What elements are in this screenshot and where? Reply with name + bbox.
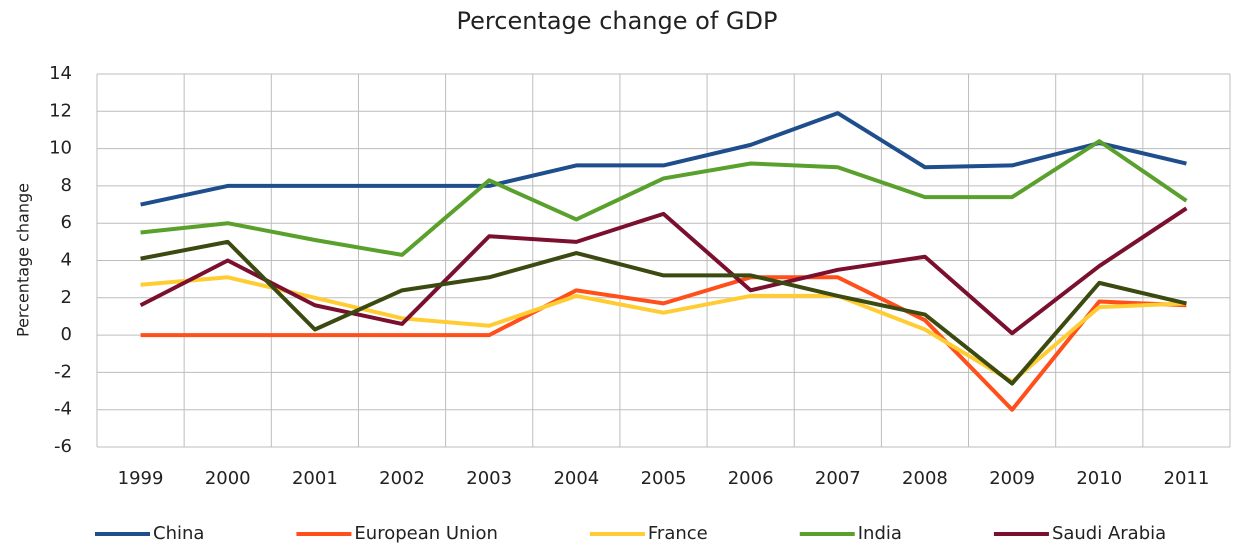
x-tick-label: 2000: [205, 468, 251, 489]
x-tick-label: 2011: [1164, 468, 1210, 489]
y-tick-label: 10: [49, 138, 72, 159]
x-tick-label: 2006: [728, 468, 774, 489]
x-tick-label: 2007: [815, 468, 861, 489]
x-tick-label: 2001: [292, 468, 338, 489]
legend-label: Saudi Arabia: [1052, 523, 1166, 544]
y-axis-label: Percentage change: [14, 183, 33, 337]
y-tick-label: 12: [49, 100, 72, 121]
series-line: [139, 206, 1188, 336]
x-tick-label: 2009: [989, 468, 1035, 489]
series-line: [140, 139, 1188, 257]
series-line: [140, 239, 1187, 386]
chart-title: Percentage change of GDP: [457, 7, 778, 35]
legend-label: India: [858, 523, 902, 544]
x-tick-label: 2010: [1076, 468, 1122, 489]
x-tick-label: 1999: [118, 468, 164, 489]
y-tick-label: -6: [54, 436, 72, 457]
y-tick-label: -2: [54, 361, 72, 382]
legend-label: European Union: [354, 523, 497, 544]
y-tick-label: 6: [61, 212, 72, 233]
series-line: [140, 111, 1187, 207]
x-tick-label: 2003: [466, 468, 512, 489]
legend-label: China: [153, 523, 204, 544]
x-tick-label: 2005: [641, 468, 687, 489]
x-tick-label: 2004: [553, 468, 599, 489]
y-tick-label: -4: [54, 399, 72, 420]
y-tick-label: 0: [61, 324, 72, 345]
x-tick-label: 2002: [379, 468, 425, 489]
y-tick-label: 14: [49, 63, 72, 84]
y-tick-label: 4: [61, 250, 72, 271]
legend-label: France: [648, 523, 708, 544]
y-tick-label: 8: [61, 175, 72, 196]
series-line: [140, 275, 1187, 412]
x-tick-label: 2008: [902, 468, 948, 489]
y-tick-label: 2: [61, 287, 72, 308]
